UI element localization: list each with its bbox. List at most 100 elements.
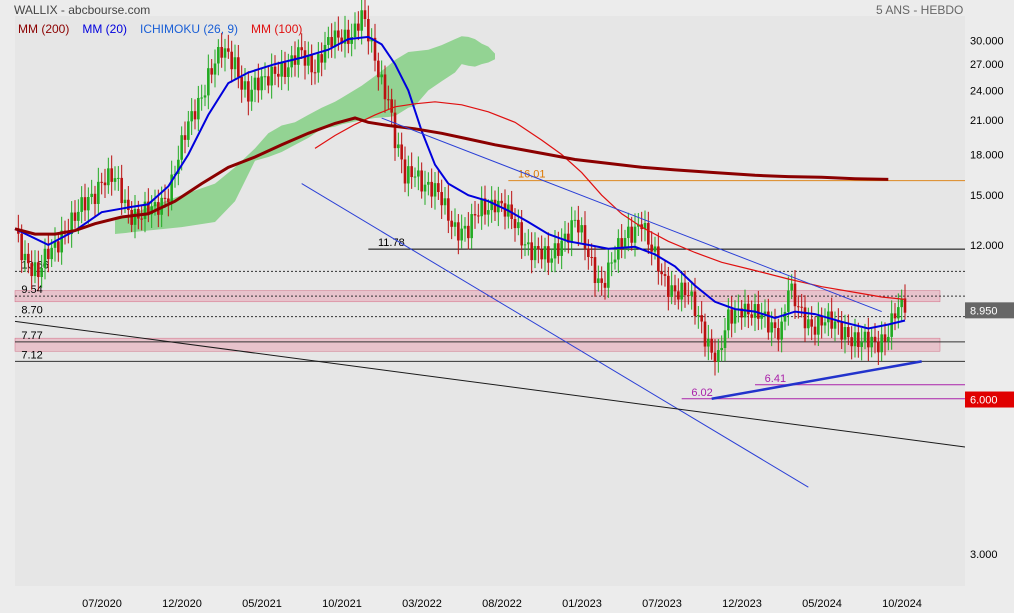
candle-body [437, 183, 440, 193]
candle-body [660, 271, 663, 275]
candle-body [870, 336, 873, 348]
candle-body [573, 219, 577, 221]
level-label-3: 9.54 [21, 284, 42, 296]
candle-body [327, 37, 330, 45]
candle-body [150, 206, 153, 215]
candle-body [167, 198, 170, 203]
candle-body [720, 348, 723, 351]
candle-body [390, 99, 393, 113]
candle-body [407, 166, 410, 184]
candle-body [23, 253, 27, 261]
candle-body [577, 219, 580, 233]
candle-body [330, 37, 333, 48]
level-label-6: 7.12 [21, 349, 42, 361]
candle-body [903, 298, 907, 313]
candle-body [563, 233, 567, 241]
candle-body [400, 144, 403, 160]
x-tick-label-8: 12/2023 [722, 598, 762, 610]
candle-body [540, 249, 543, 260]
candle-body [100, 181, 103, 183]
candle-body [553, 243, 557, 259]
candle-body [473, 214, 477, 216]
candle-body [417, 170, 420, 177]
candle-body [320, 54, 323, 63]
legend-mm100: MM (100) [251, 22, 303, 36]
candle-body [620, 238, 623, 248]
candle-body [570, 220, 573, 243]
candle-body [860, 342, 863, 347]
candle-body [470, 214, 473, 239]
candle-body [657, 246, 660, 272]
candle-body [710, 338, 713, 353]
legend: MM (200) MM (20) ICHIMOKU (26, 9) MM (10… [18, 22, 302, 36]
candle-body [123, 199, 127, 204]
candle-body [70, 212, 73, 235]
candle-body [837, 321, 840, 323]
candle-body [307, 55, 310, 66]
candle-body [703, 321, 707, 347]
candle-body [727, 309, 730, 331]
candle-body [303, 50, 307, 66]
candle-body [33, 262, 37, 277]
x-tick-label-6: 01/2023 [562, 598, 602, 610]
candle-body [440, 192, 443, 206]
candle-body [667, 275, 670, 297]
candle-body [317, 54, 320, 73]
candle-body [280, 62, 283, 77]
candle-body [37, 262, 40, 278]
candle-body [97, 181, 100, 204]
candle-body [193, 111, 197, 120]
candle-body [140, 218, 143, 220]
candle-body [397, 144, 400, 149]
series-line-mm200 [14, 116, 889, 236]
candle-body [590, 257, 593, 259]
candle-body [120, 177, 123, 204]
candle-body [353, 23, 357, 38]
x-tick-label-3: 10/2021 [322, 598, 362, 610]
candle-body [237, 57, 240, 77]
candle-body [310, 55, 313, 73]
candle-body [873, 336, 877, 342]
candle-body [240, 76, 243, 90]
candle-body [613, 259, 617, 263]
y-tick-label-6: 12.000 [970, 240, 1004, 252]
x-tick-label-5: 08/2022 [482, 598, 522, 610]
candle-body [203, 95, 207, 98]
candle-body [110, 168, 113, 182]
marked-level-label: 6.000 [970, 395, 998, 407]
candle-body [290, 55, 293, 68]
candle-body [677, 291, 680, 300]
candle-body [270, 66, 273, 86]
y-tick-label-1: 27.000 [970, 59, 1004, 71]
series-line-mm100 [314, 101, 906, 300]
candle-body [147, 201, 150, 215]
candle-body [450, 220, 453, 227]
candle-body [47, 248, 50, 260]
x-tick-label-9: 05/2024 [802, 598, 842, 610]
candle-body [300, 47, 303, 51]
candle-body [20, 233, 23, 261]
candle-body [687, 295, 690, 297]
candle-body [867, 331, 870, 348]
candle-body [623, 238, 627, 248]
candle-body [520, 222, 523, 246]
candle-body [693, 291, 697, 316]
candle-body [277, 73, 280, 77]
candle-body [647, 223, 650, 245]
candle-body [107, 168, 110, 186]
candle-body [287, 67, 290, 77]
candle-body [680, 282, 683, 300]
candle-body [180, 135, 183, 160]
candle-body [177, 159, 180, 174]
candle-body [443, 198, 447, 206]
candle-body [257, 77, 260, 91]
candle-body [207, 68, 210, 96]
legend-mm20: MM (20) [82, 22, 128, 36]
candle-body [410, 166, 413, 178]
candle-body [367, 19, 370, 42]
candle-body [500, 200, 503, 204]
candle-body [547, 246, 550, 263]
candle-body [627, 226, 630, 239]
candle-body [880, 334, 883, 353]
candle-body [297, 47, 300, 65]
